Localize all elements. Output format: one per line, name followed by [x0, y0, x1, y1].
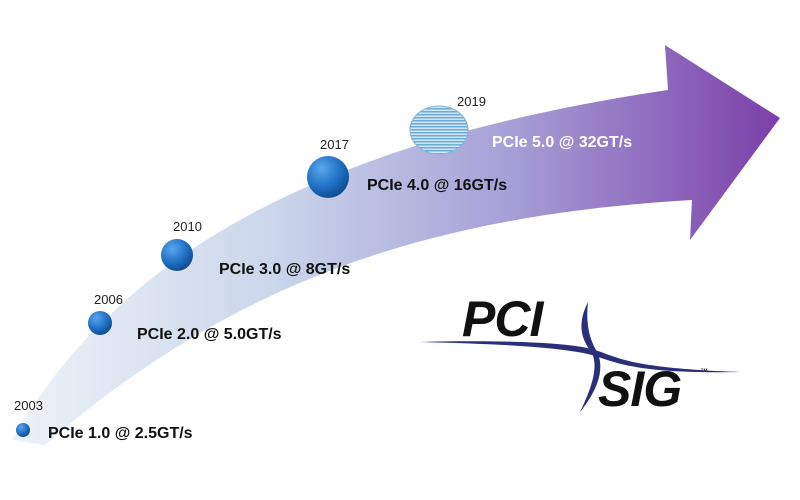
- roadmap-arrow: [12, 45, 780, 445]
- year-label-2003: 2003: [14, 398, 43, 413]
- pci-sig-logo: PCI SIG ™: [420, 292, 750, 422]
- gen-label-pcie1: PCIe 1.0 @ 2.5GT/s: [48, 425, 193, 442]
- milestone-dot-2003: [16, 423, 30, 437]
- year-label-2006: 2006: [94, 292, 123, 307]
- logo-swoosh: [420, 302, 740, 412]
- gen-label-pcie2: PCIe 2.0 @ 5.0GT/s: [137, 326, 282, 343]
- year-label-2010: 2010: [173, 219, 202, 234]
- milestone-dot-2006: [88, 311, 112, 335]
- year-label-2019: 2019: [457, 94, 486, 109]
- year-label-2017: 2017: [320, 137, 349, 152]
- milestone-dot-2010: [161, 239, 193, 271]
- gen-label-pcie3: PCIe 3.0 @ 8GT/s: [219, 261, 351, 278]
- milestone-dot-2019: [409, 105, 469, 155]
- gen-label-pcie4: PCIe 4.0 @ 16GT/s: [367, 177, 508, 194]
- milestone-dot-2017: [307, 156, 349, 198]
- logo-text-sig: SIG: [598, 361, 682, 417]
- logo-trademark: ™: [700, 367, 708, 376]
- gen-label-pcie5: PCIe 5.0 @ 32GT/s: [492, 134, 633, 151]
- logo-text-pci: PCI: [462, 291, 543, 347]
